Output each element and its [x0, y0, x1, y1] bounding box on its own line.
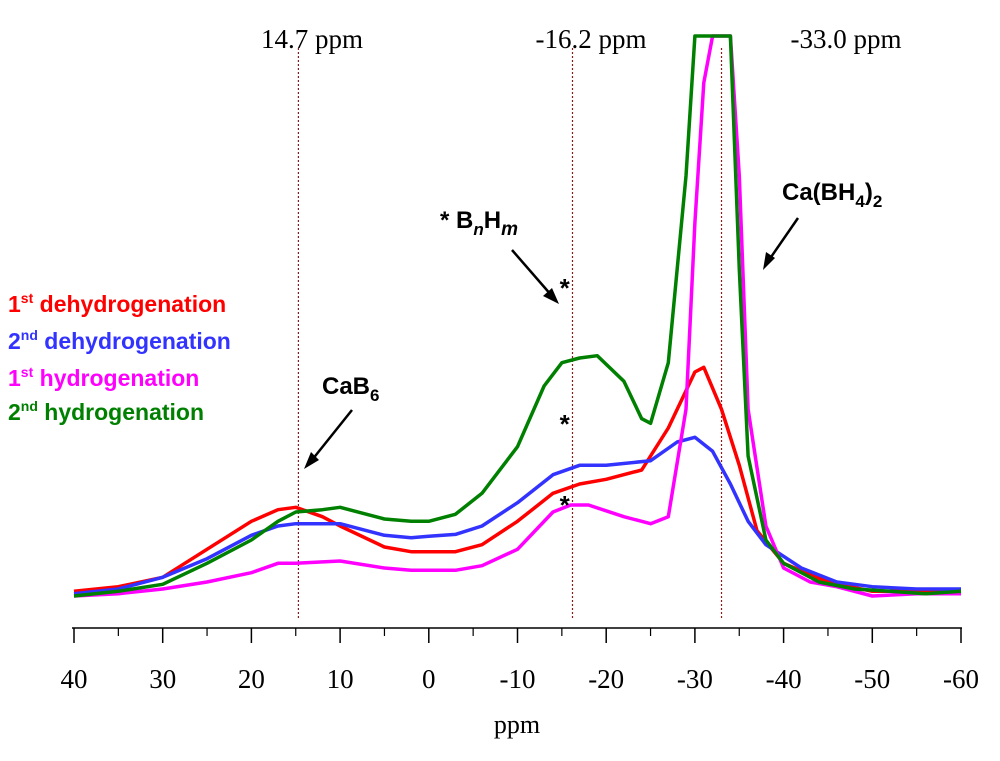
bnhm-arrow [511, 249, 553, 297]
star-marker: * [560, 490, 571, 520]
x-axis-label: ppm [494, 710, 540, 739]
series-2nd-dehydrogenation [73, 435, 961, 596]
cabh4-annotation: Ca(BH4)2 [782, 179, 882, 211]
cab6-arrow [311, 409, 353, 461]
cab6-arrowhead [304, 452, 319, 469]
cabh4-arrow [767, 217, 800, 261]
series-1st-hydrogenation [73, 34, 961, 598]
x-tick-label: 0 [422, 664, 436, 694]
legend-entry: 2nd hydrogenation [8, 398, 204, 425]
x-tick-label: -60 [943, 664, 979, 694]
reference-label: -33.0 ppm [791, 24, 902, 54]
x-tick-label: -10 [500, 664, 536, 694]
x-tick-label: 30 [149, 664, 176, 694]
x-tick-label: 10 [327, 664, 354, 694]
x-tick-label: 40 [61, 664, 88, 694]
cabh4-arrowhead [763, 252, 775, 270]
star-marker: * [560, 273, 571, 303]
x-tick-label: -50 [854, 664, 890, 694]
legend-entry: 1st hydrogenation [8, 364, 199, 391]
x-tick-label: -20 [588, 664, 624, 694]
x-tick-label: -40 [766, 664, 802, 694]
legend-entry: 1st dehydrogenation [8, 290, 226, 317]
x-tick-label: -30 [677, 664, 713, 694]
bnhm-arrowhead [543, 288, 559, 304]
x-tick-label: 20 [238, 664, 265, 694]
reference-label: 14.7 ppm [261, 24, 363, 54]
reference-label: -16.2 ppm [536, 24, 647, 54]
bnhm-annotation: * BnHm [440, 207, 518, 240]
star-marker: * [560, 409, 571, 439]
cab6-annotation: CaB6 [322, 373, 379, 405]
legend-entry: 2nd dehydrogenation [8, 327, 231, 354]
series-2nd-hydrogenation [73, 34, 962, 598]
